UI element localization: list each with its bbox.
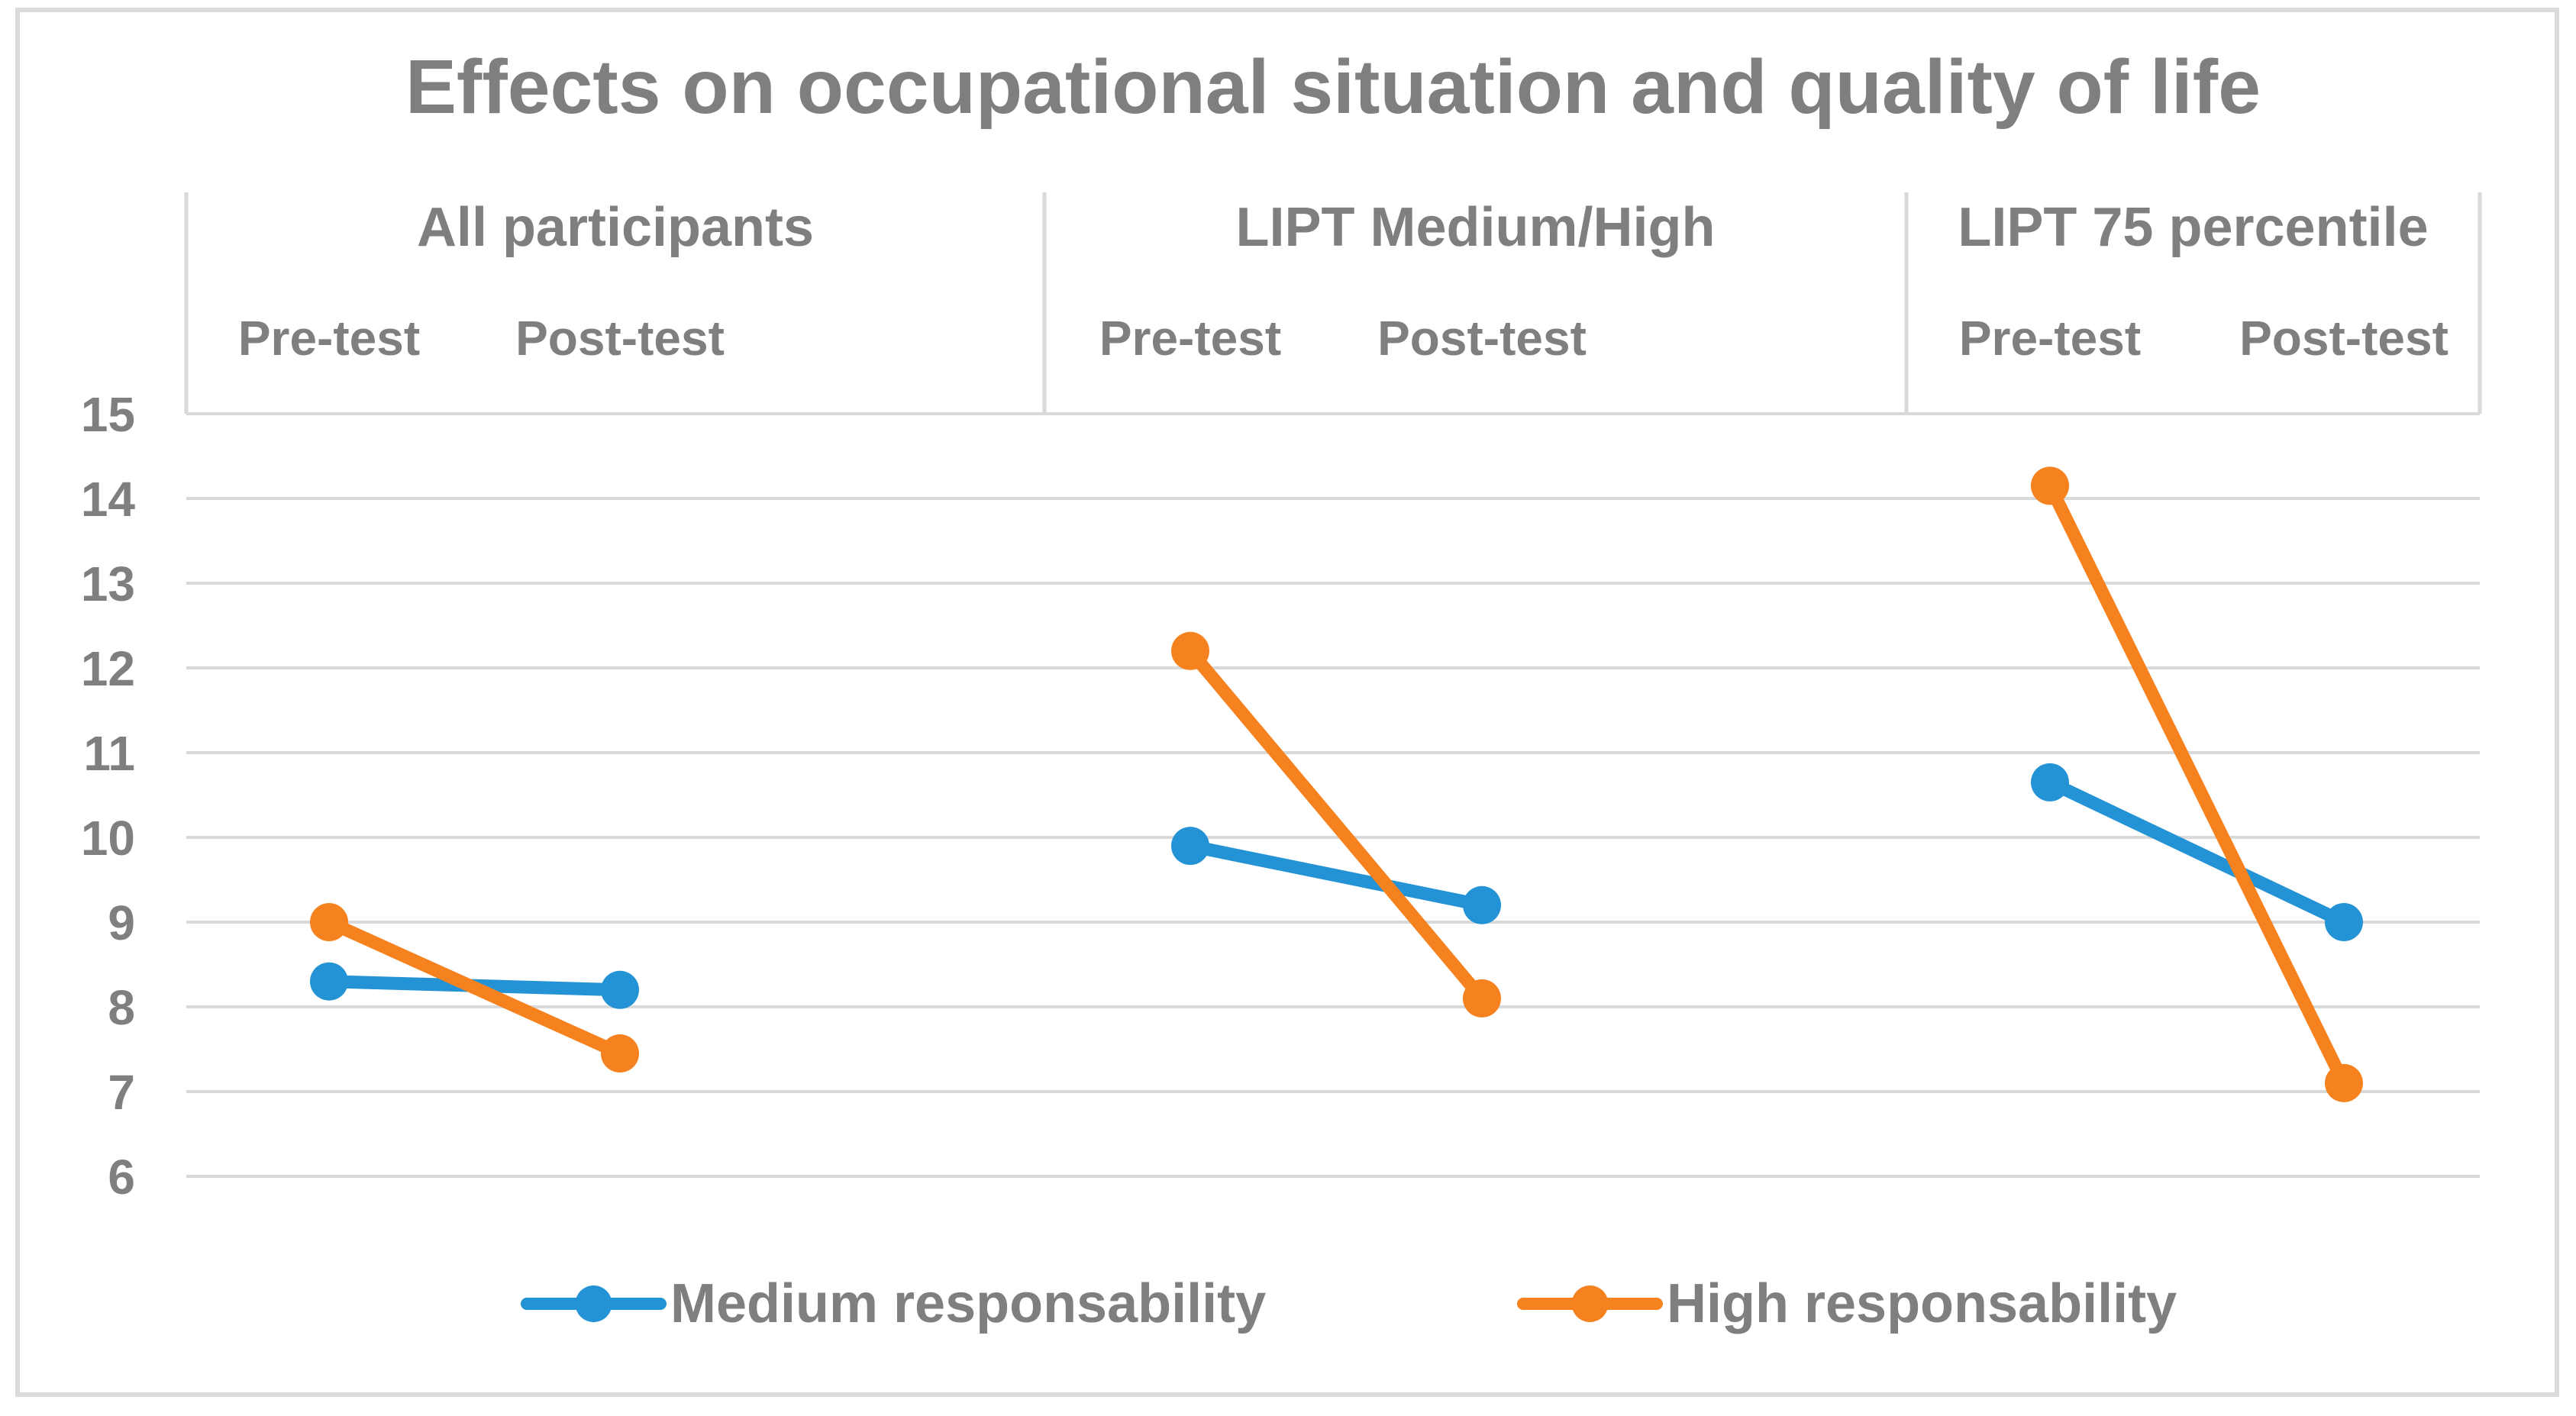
data-point: [2325, 903, 2363, 941]
x-tick-label: Post-test: [2239, 311, 2448, 366]
x-tick-label: Pre-test: [238, 311, 420, 366]
y-tick-label: 9: [108, 895, 135, 950]
series-line: [2043, 479, 2351, 1090]
data-point: [601, 970, 639, 1009]
data-point: [1463, 885, 1501, 924]
y-tick-label: 14: [81, 472, 136, 527]
data-point: [2325, 1063, 2363, 1102]
y-tick-label: 7: [108, 1065, 135, 1120]
x-tick-label: Pre-test: [1959, 311, 2141, 366]
data-point: [2031, 466, 2069, 505]
x-tick-label: Pre-test: [1099, 311, 1281, 366]
y-tick-label: 6: [108, 1150, 135, 1205]
data-point: [2031, 763, 2069, 802]
y-tick-label: 10: [81, 811, 135, 866]
legend-label: High responsability: [1667, 1273, 2177, 1334]
data-point: [310, 903, 348, 941]
panel-title: LIPT Medium/High: [1236, 197, 1716, 258]
y-tick-label: 12: [81, 641, 135, 696]
data-point: [1171, 631, 1209, 670]
panel-title: All participants: [417, 197, 814, 258]
y-tick-label: 8: [108, 980, 135, 1035]
data-point: [1171, 827, 1209, 866]
y-tick-label: 15: [81, 387, 135, 442]
data-point: [310, 962, 348, 1001]
x-tick-label: Post-test: [1377, 311, 1587, 366]
legend-marker-dot: [575, 1285, 612, 1322]
series-line: [1183, 644, 1489, 1005]
series-line: [2043, 776, 2351, 929]
y-tick-label: 13: [81, 556, 135, 611]
chart-title: Effects on occupational situation and qu…: [405, 44, 2261, 130]
data-point: [1463, 979, 1501, 1018]
panel-title: LIPT 75 percentile: [1958, 197, 2428, 258]
plot-area: 15 14 13 12 11 10 9 8 7 6 All participants Pre-test…: [81, 192, 2482, 1334]
x-tick-label: Post-test: [515, 311, 725, 366]
legend-marker-dot: [1571, 1285, 1609, 1322]
legend-label: Medium responsability: [670, 1273, 1266, 1334]
figure-border: [15, 8, 2559, 1397]
series-line: [322, 915, 627, 1060]
series-line: [1183, 839, 1489, 912]
y-tick-label: 11: [83, 726, 135, 781]
data-point: [601, 1034, 639, 1073]
